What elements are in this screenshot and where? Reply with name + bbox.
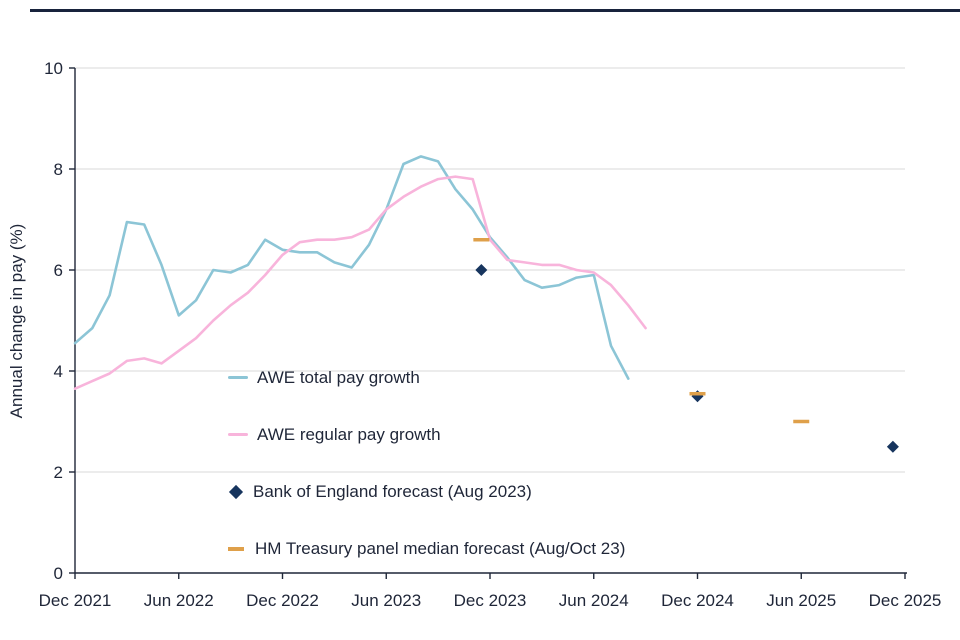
y-tick-label: 0 (54, 564, 63, 583)
series-line-1 (73, 175, 647, 391)
x-tick-label: Jun 2023 (351, 591, 421, 610)
x-tick-label: Dec 2025 (869, 591, 942, 610)
x-tick-label: Dec 2021 (39, 591, 112, 610)
x-tick-label: Jun 2022 (144, 591, 214, 610)
x-tick-label: Jun 2025 (766, 591, 836, 610)
forecast-diamond-marker (475, 264, 488, 276)
x-tick-label: Jun 2024 (559, 591, 629, 610)
legend-label-awe-total: AWE total pay growth (257, 367, 420, 387)
hmt-dash-icon (228, 546, 244, 551)
y-tick-label: 6 (54, 261, 63, 280)
y-tick-label: 10 (44, 59, 63, 78)
top-border-rule (30, 9, 960, 12)
forecast-diamond-marker (886, 440, 899, 453)
awe-total-line-swatch-icon (228, 376, 248, 379)
x-tick-label: Dec 2022 (246, 591, 319, 610)
legend-item-awe-total: AWE total pay growth (228, 366, 625, 389)
legend-item-hmt-forecast: HM Treasury panel median forecast (Aug/O… (228, 537, 625, 560)
y-tick-label: 4 (54, 362, 63, 381)
y-tick-label: 8 (54, 160, 63, 179)
legend-item-awe-regular: AWE regular pay growth (228, 423, 625, 446)
legend-label-awe-regular: AWE regular pay growth (257, 424, 441, 444)
legend-item-boe-forecast: Bank of England forecast (Aug 2023) (228, 480, 625, 503)
legend-label-hmt-forecast: HM Treasury panel median forecast (Aug/O… (255, 538, 626, 558)
x-tick-label: Dec 2023 (454, 591, 527, 610)
boe-diamond-icon (228, 484, 244, 499)
chart-legend: AWE total pay growth AWE regular pay gro… (228, 366, 625, 594)
x-tick-label: Dec 2024 (661, 591, 734, 610)
y-tick-label: 2 (54, 463, 63, 482)
series-line-0 (73, 155, 630, 380)
awe-regular-line-swatch-icon (228, 433, 248, 436)
legend-label-boe-forecast: Bank of England forecast (Aug 2023) (253, 481, 532, 501)
